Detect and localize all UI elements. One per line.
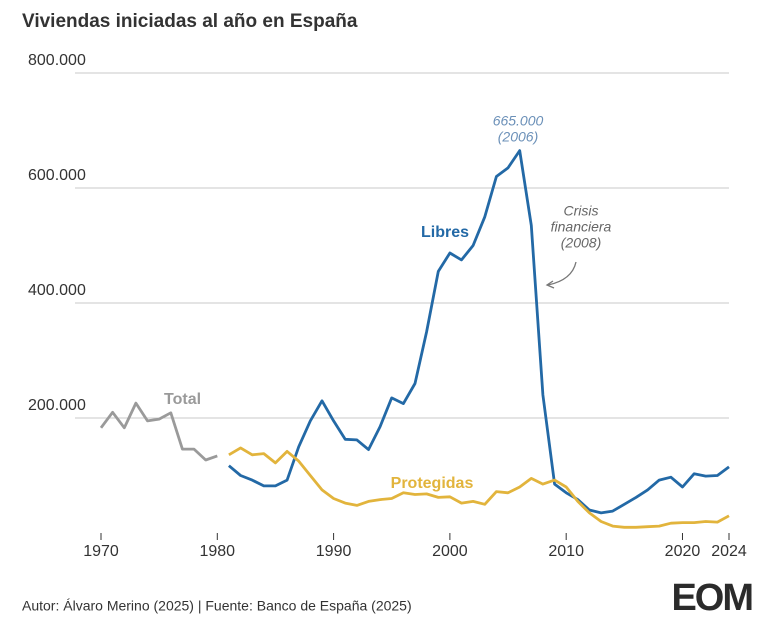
y-tick-label: 600.000 bbox=[28, 167, 86, 184]
annotation-arrow bbox=[547, 261, 577, 286]
series-label: Total bbox=[164, 391, 201, 408]
chart-title: Viviendas iniciadas al año en España bbox=[22, 11, 358, 32]
series-label: Protegidas bbox=[391, 475, 474, 492]
crisis-annotation: financiera bbox=[551, 219, 612, 235]
crisis-annotation: (2008) bbox=[561, 235, 601, 251]
y-tick-label: 800.000 bbox=[28, 52, 86, 69]
footer: Autor: Álvaro Merino (2025) | Fuente: Ba… bbox=[22, 598, 412, 614]
crisis-annotation: Crisis bbox=[564, 203, 599, 219]
y-tick-label: 200.000 bbox=[28, 397, 86, 414]
x-tick-label: 2024 bbox=[711, 543, 747, 560]
series-line bbox=[99, 401, 218, 462]
x-tick-label: 2000 bbox=[432, 543, 468, 560]
x-tick-label: 2020 bbox=[665, 543, 701, 560]
series-line bbox=[228, 149, 730, 515]
y-tick-label: 400.000 bbox=[28, 282, 86, 299]
x-tick-label: 2010 bbox=[548, 543, 584, 560]
logo: EOM bbox=[671, 577, 752, 619]
peak-annotation: (2006) bbox=[498, 129, 538, 145]
x-tick-label: 1970 bbox=[83, 543, 119, 560]
x-tick-label: 1980 bbox=[199, 543, 235, 560]
arrow-head bbox=[545, 280, 555, 289]
series-line bbox=[228, 446, 730, 529]
x-tick-label: 1990 bbox=[316, 543, 352, 560]
peak-annotation: 665.000 bbox=[493, 113, 544, 129]
series-label: Libres bbox=[421, 224, 469, 241]
